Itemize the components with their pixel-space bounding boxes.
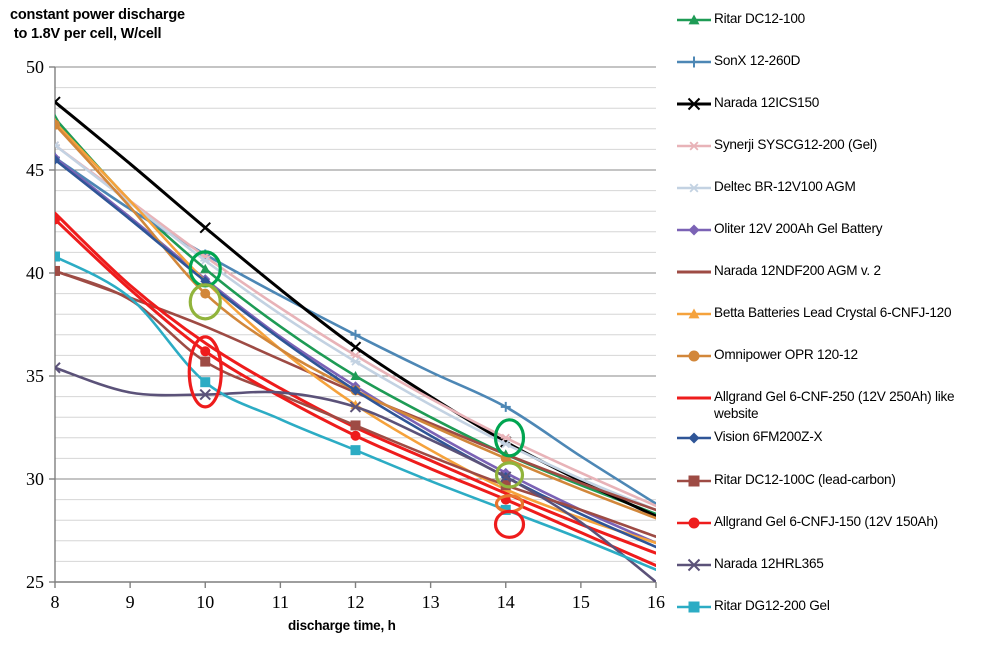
legend-label: Betta Batteries Lead Crystal 6-CNFJ-120 [714, 305, 952, 320]
legend-marker-icon [676, 347, 712, 365]
legend-marker-icon [676, 53, 712, 71]
legend-label: Narada 12ICS150 [714, 95, 820, 110]
annotations [187, 250, 526, 539]
legend-label: Allgrand Gel 6-CNFJ-150 (12V 150Ah) [714, 514, 938, 529]
x-tick-label: 8 [51, 592, 60, 612]
legend-marker-icon [676, 556, 712, 574]
x-tick-label: 14 [497, 592, 515, 612]
x-axis-label: discharge time, h [288, 618, 396, 633]
legend-marker-icon [676, 137, 712, 155]
legend-marker-icon [676, 598, 712, 616]
y-tick-label: 50 [26, 57, 44, 77]
legend-item[interactable]: Narada 12NDF200 AGM v. 2 [676, 262, 1000, 281]
legend-item[interactable]: Ritar DC12-100C (lead-carbon) [676, 471, 1000, 490]
legend-item[interactable]: Narada 12ICS150 [676, 94, 1000, 113]
y-tick-label: 35 [26, 366, 44, 386]
legend-item[interactable]: Betta Batteries Lead Crystal 6-CNFJ-120 [676, 304, 1000, 323]
legend-label: Oliter 12V 200Ah Gel Battery [714, 221, 883, 236]
y-tick-label: 45 [26, 160, 44, 180]
legend-marker-icon [676, 11, 712, 29]
chart-title: constant power discharge to 1.8V per cel… [10, 7, 185, 42]
chart-legend: Ritar DC12-100 SonX 12-260D Narada 12ICS15… [676, 0, 1000, 654]
legend-item[interactable]: Synerji SYSCG12-200 (Gel) [676, 136, 1000, 155]
x-tick-label: 11 [272, 592, 289, 612]
series-group [55, 96, 656, 582]
legend-item[interactable]: Omnipower OPR 120-12 [676, 346, 1000, 365]
light-green-ellipse-at-10 [188, 283, 222, 321]
x-tick-label: 9 [126, 592, 135, 612]
legend-marker-icon [676, 305, 712, 323]
legend-label: Allgrand Gel 6-CNF-250 (12V 250Ah) like … [714, 389, 955, 421]
x-tick-label: 15 [572, 592, 590, 612]
legend-marker-icon [676, 95, 712, 113]
legend-label: Ritar DC12-100C (lead-carbon) [714, 472, 896, 487]
x-tick-label: 13 [422, 592, 440, 612]
legend-label: Ritar DC12-100 [714, 11, 805, 26]
legend-item[interactable]: Allgrand Gel 6-CNFJ-150 (12V 150Ah) [676, 513, 1000, 532]
legend-item[interactable]: Ritar DG12-200 Gel [676, 597, 1000, 616]
legend-item[interactable]: Oliter 12V 200Ah Gel Battery [676, 220, 1000, 239]
legend-marker-icon [676, 429, 712, 447]
light-green-ellipse-at-14 [494, 461, 525, 489]
x-tick-label: 10 [196, 592, 214, 612]
y-tick-label: 30 [26, 469, 44, 489]
legend-label: Vision 6FM200Z-X [714, 429, 823, 444]
legend-label: Narada 12HRL365 [714, 556, 824, 571]
dark-green-ellipse-at-14 [493, 418, 526, 458]
red-ellipse-at-10 [187, 335, 223, 409]
legend-marker-icon [676, 389, 712, 407]
legend-item[interactable]: Vision 6FM200Z-X [676, 428, 1000, 447]
legend-label: Ritar DG12-200 Gel [714, 598, 830, 613]
x-tick-label: 12 [347, 592, 365, 612]
legend-item[interactable]: Ritar DC12-100 [676, 10, 1000, 29]
red-ellipse-at-14 [493, 509, 526, 539]
legend-item[interactable]: Narada 12HRL365 [676, 555, 1000, 574]
series-13 [55, 362, 656, 582]
legend-marker-icon [676, 221, 712, 239]
legend-label: Narada 12NDF200 AGM v. 2 [714, 263, 881, 278]
legend-label: Omnipower OPR 120-12 [714, 347, 858, 362]
legend-marker-icon [676, 514, 712, 532]
legend-label: Deltec BR-12V100 AGM [714, 179, 856, 194]
legend-item[interactable]: Deltec BR-12V100 AGM [676, 178, 1000, 197]
legend-marker-icon [676, 263, 712, 281]
legend-item[interactable]: Allgrand Gel 6-CNF-250 (12V 250Ah) like … [676, 388, 1000, 422]
x-tick-label: 16 [647, 592, 665, 612]
series-1 [55, 152, 656, 506]
legend-label: SonX 12-260D [714, 53, 801, 68]
y-tick-label: 40 [26, 263, 44, 283]
legend-marker-icon [676, 472, 712, 490]
legend-marker-icon [676, 179, 712, 197]
legend-label: Synerji SYSCG12-200 (Gel) [714, 137, 877, 152]
legend-item[interactable]: SonX 12-260D [676, 52, 1000, 71]
series-12 [55, 214, 656, 568]
y-tick-label: 25 [26, 572, 44, 592]
series-4 [55, 141, 656, 512]
